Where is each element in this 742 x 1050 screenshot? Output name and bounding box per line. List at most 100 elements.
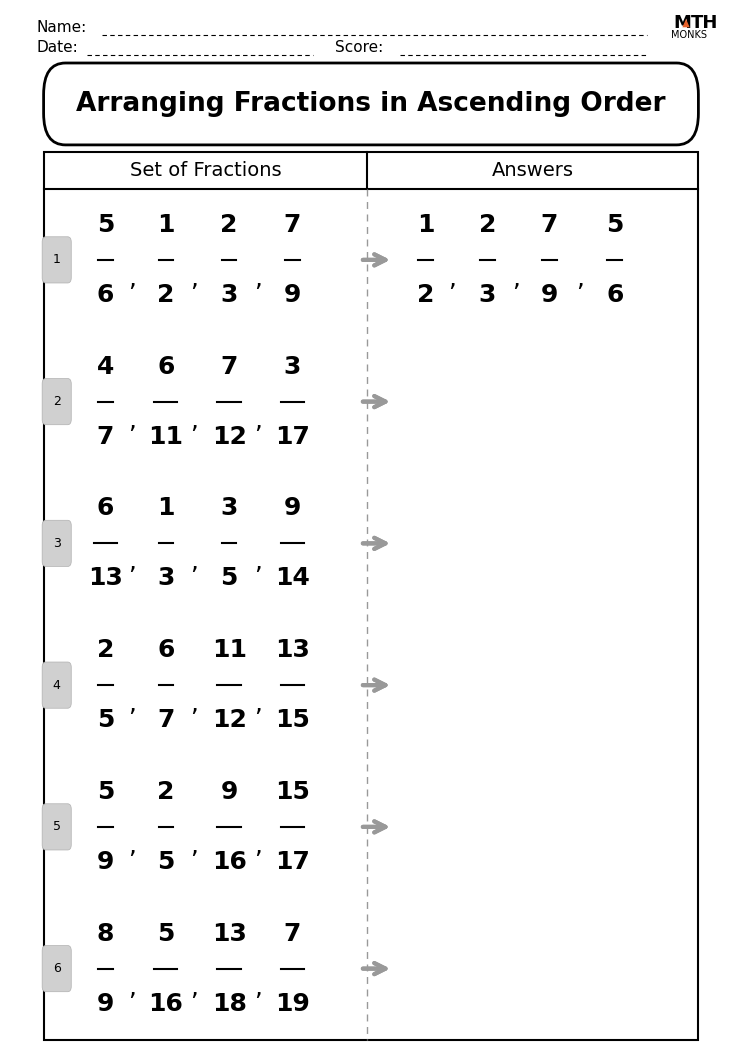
Text: 2: 2	[417, 284, 434, 307]
Text: 13: 13	[88, 567, 123, 590]
FancyBboxPatch shape	[42, 945, 71, 991]
Text: 5: 5	[606, 213, 623, 237]
FancyBboxPatch shape	[42, 379, 71, 425]
Text: ,: ,	[513, 267, 520, 291]
Text: 9: 9	[283, 284, 301, 307]
Text: 4: 4	[96, 355, 114, 379]
Text: 9: 9	[96, 991, 114, 1015]
Text: 9: 9	[220, 780, 238, 804]
Text: 3: 3	[283, 355, 301, 379]
Text: 19: 19	[275, 991, 310, 1015]
Text: ,: ,	[190, 267, 198, 291]
Text: 7: 7	[157, 708, 174, 732]
Text: 6: 6	[96, 497, 114, 521]
Text: ,: ,	[128, 408, 137, 433]
Text: 2: 2	[157, 284, 174, 307]
Text: Date:: Date:	[36, 40, 78, 55]
Text: 12: 12	[211, 425, 246, 448]
Text: Answers: Answers	[492, 161, 574, 181]
Text: 2: 2	[96, 638, 114, 662]
Text: ,: ,	[576, 267, 584, 291]
Text: ,: ,	[255, 550, 262, 574]
Text: TH: TH	[691, 14, 718, 33]
Text: 14: 14	[275, 567, 310, 590]
Text: 5: 5	[96, 708, 114, 732]
Text: 4: 4	[53, 678, 61, 692]
Text: 9: 9	[541, 284, 558, 307]
Text: ,: ,	[128, 267, 137, 291]
Text: 6: 6	[157, 638, 174, 662]
Text: 16: 16	[148, 991, 183, 1015]
FancyBboxPatch shape	[42, 237, 71, 284]
Text: 7: 7	[283, 922, 301, 945]
Text: 1: 1	[417, 213, 434, 237]
Text: 5: 5	[96, 213, 114, 237]
Text: 3: 3	[220, 497, 238, 521]
Text: 5: 5	[157, 850, 174, 874]
Text: 6: 6	[606, 284, 623, 307]
Text: 11: 11	[148, 425, 183, 448]
Text: 7: 7	[283, 213, 301, 237]
Text: 5: 5	[53, 820, 61, 834]
FancyBboxPatch shape	[42, 804, 71, 851]
Text: 1: 1	[157, 213, 174, 237]
Text: ,: ,	[128, 975, 137, 1000]
Text: 9: 9	[96, 850, 114, 874]
Text: 6: 6	[157, 355, 174, 379]
Text: Name:: Name:	[36, 20, 87, 35]
Text: 8: 8	[96, 922, 114, 945]
Text: 2: 2	[157, 780, 174, 804]
Text: 15: 15	[275, 780, 310, 804]
Text: Score:: Score:	[335, 40, 383, 55]
Text: ,: ,	[190, 550, 198, 574]
Text: ,: ,	[128, 834, 137, 858]
Text: 18: 18	[211, 991, 246, 1015]
Text: 5: 5	[157, 922, 174, 945]
Text: 15: 15	[275, 708, 310, 732]
Text: ,: ,	[255, 267, 262, 291]
Text: ,: ,	[190, 834, 198, 858]
Text: 5: 5	[96, 780, 114, 804]
FancyBboxPatch shape	[42, 521, 71, 567]
Text: 3: 3	[157, 567, 174, 590]
Text: 1: 1	[53, 253, 61, 267]
Text: 13: 13	[211, 922, 246, 945]
Text: 9: 9	[283, 497, 301, 521]
Text: ,: ,	[255, 834, 262, 858]
Text: ,: ,	[190, 692, 198, 716]
Text: ,: ,	[128, 550, 137, 574]
Text: ,: ,	[255, 408, 262, 433]
Text: 3: 3	[220, 284, 238, 307]
Text: M: M	[673, 14, 691, 33]
Text: Arranging Fractions in Ascending Order: Arranging Fractions in Ascending Order	[76, 91, 666, 117]
Polygon shape	[683, 19, 689, 27]
FancyBboxPatch shape	[44, 63, 698, 145]
Text: 17: 17	[275, 425, 310, 448]
Text: 6: 6	[53, 962, 61, 975]
Text: 13: 13	[275, 638, 310, 662]
Text: 12: 12	[211, 708, 246, 732]
Text: 3: 3	[479, 284, 496, 307]
Text: 7: 7	[541, 213, 558, 237]
Text: ,: ,	[448, 267, 456, 291]
Text: Set of Fractions: Set of Fractions	[130, 161, 281, 181]
Text: 7: 7	[96, 425, 114, 448]
Text: 3: 3	[53, 537, 61, 550]
Text: 2: 2	[220, 213, 238, 237]
Text: 7: 7	[220, 355, 238, 379]
Text: ,: ,	[128, 692, 137, 716]
Text: 5: 5	[220, 567, 238, 590]
Text: ,: ,	[255, 975, 262, 1000]
Text: ,: ,	[255, 692, 262, 716]
Text: 2: 2	[53, 395, 61, 408]
Text: MONKS: MONKS	[672, 29, 707, 40]
Text: 1: 1	[157, 497, 174, 521]
Text: 16: 16	[211, 850, 246, 874]
Text: 17: 17	[275, 850, 310, 874]
Text: 2: 2	[479, 213, 496, 237]
Text: ,: ,	[190, 975, 198, 1000]
Text: ,: ,	[190, 408, 198, 433]
Text: 11: 11	[211, 638, 246, 662]
Text: 6: 6	[96, 284, 114, 307]
FancyBboxPatch shape	[42, 663, 71, 708]
